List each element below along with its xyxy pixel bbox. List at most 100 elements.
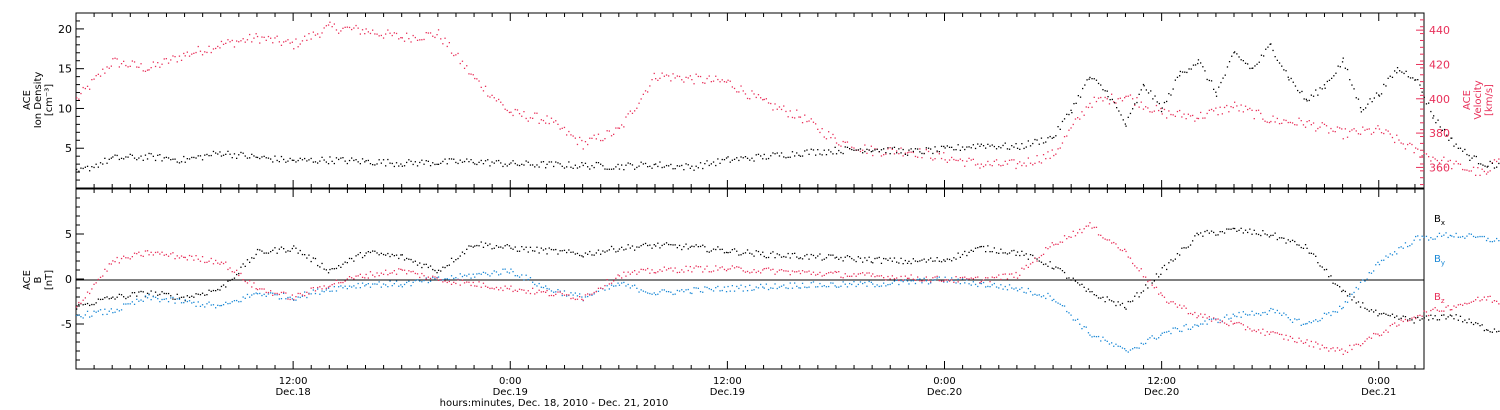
density-point (1004, 142, 1006, 144)
bz-point (1100, 234, 1102, 236)
bx-point (1004, 252, 1006, 254)
density-point (1215, 91, 1217, 93)
by-point (1472, 235, 1475, 238)
by-point (1308, 321, 1310, 323)
density-point (1396, 72, 1398, 74)
density-point (114, 154, 116, 156)
density-point (1281, 65, 1283, 67)
bx-point (617, 250, 619, 252)
bz-point (440, 279, 442, 281)
bx-point (1402, 315, 1404, 317)
by-point (910, 280, 912, 282)
by-point (306, 296, 308, 299)
bz-point (385, 269, 387, 271)
bz-point (523, 289, 525, 291)
density-point (597, 162, 600, 164)
by-point (159, 301, 161, 303)
density-point (538, 166, 540, 168)
velocity-point (1355, 130, 1357, 132)
bx-point (878, 256, 880, 259)
bz-point (425, 278, 427, 280)
by-point (655, 294, 657, 296)
bx-point (776, 253, 778, 255)
density-point (361, 158, 364, 160)
bz-point (1341, 348, 1343, 350)
bz-point (172, 252, 174, 254)
bx-point (112, 296, 114, 298)
by-point (597, 290, 600, 292)
bx-point (412, 261, 414, 263)
bx-point (114, 298, 116, 300)
bz-point (367, 277, 369, 279)
bz-point (285, 292, 287, 294)
velocity-point (240, 40, 242, 42)
bz-point (136, 253, 138, 255)
density-point (359, 163, 361, 165)
bz-point (518, 288, 521, 290)
bz-point (114, 261, 116, 263)
bx-point (1468, 318, 1470, 320)
density-point (982, 145, 985, 147)
by-point (742, 290, 744, 292)
bz-point (597, 287, 600, 289)
bx-point (440, 270, 442, 272)
density-point (1448, 139, 1450, 141)
by-point (885, 285, 887, 287)
by-point (702, 291, 704, 293)
density-point (1344, 67, 1346, 69)
bz-point (704, 268, 706, 270)
velocity-point (1479, 174, 1481, 176)
bz-point (444, 280, 446, 282)
by-point (222, 304, 225, 306)
bx-point (142, 291, 144, 293)
by-point (789, 282, 791, 284)
by-point (437, 276, 440, 278)
density-point (82, 167, 84, 170)
bz-point (878, 275, 880, 277)
density-point (1405, 70, 1407, 72)
bz-point (1496, 300, 1498, 302)
bz-point (685, 265, 687, 267)
bz-point (76, 306, 78, 308)
density-point (427, 160, 429, 162)
bz-point (1147, 280, 1149, 283)
velocity-point (204, 51, 206, 53)
bz-point (1119, 249, 1121, 251)
bz-point (1487, 296, 1489, 298)
density-point (398, 165, 400, 167)
by-point (1095, 336, 1098, 338)
bz-point (1161, 294, 1163, 297)
bx-point (1355, 302, 1357, 304)
by-point (1125, 350, 1127, 352)
density-tick-label: 20 (58, 23, 72, 36)
velocity-point (212, 48, 215, 50)
velocity-point (1238, 110, 1240, 112)
bz-point (1455, 306, 1457, 308)
velocity-point (244, 41, 246, 43)
by-point (762, 286, 764, 288)
bx-point (1089, 291, 1091, 293)
velocity-point (659, 77, 661, 79)
bz-point (461, 279, 464, 281)
density-point (178, 162, 181, 164)
bx-point (842, 260, 844, 262)
by-point (1102, 336, 1104, 338)
bx-point (625, 248, 627, 250)
bz-point (278, 293, 280, 296)
by-point (1161, 332, 1163, 334)
bx-point (595, 252, 597, 254)
velocity-point (1373, 131, 1375, 134)
bx-point (561, 250, 563, 252)
bz-point (80, 302, 82, 304)
bz-point (1189, 312, 1192, 315)
density-point (851, 148, 853, 151)
velocity-point (118, 66, 120, 68)
by-point (919, 278, 921, 280)
density-point (1371, 101, 1373, 103)
density-point (991, 144, 993, 146)
velocity-point (1192, 114, 1194, 117)
velocity-point (1210, 108, 1213, 111)
bx-point (1025, 253, 1027, 255)
density-point (395, 162, 398, 164)
density-point (780, 152, 783, 154)
